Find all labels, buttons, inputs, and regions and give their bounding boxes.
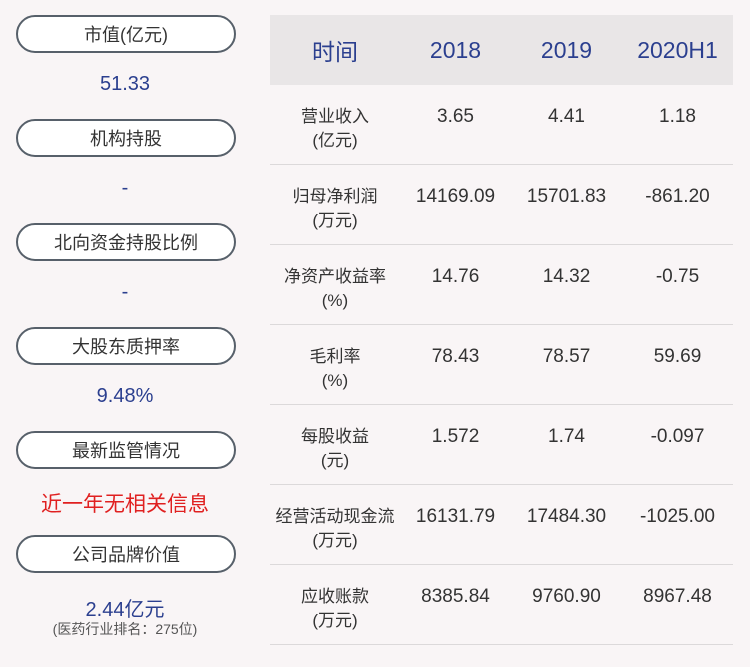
northbound-ratio-value: - <box>121 281 129 303</box>
brand-value-label: 公司品牌价值 <box>16 535 236 573</box>
table-cell: 1.74 <box>548 426 585 447</box>
table-cell: 78.57 <box>542 346 591 367</box>
row-label: 营业收入 (亿元) <box>301 107 369 150</box>
pledge-rate-value: 9.48% <box>96 385 154 407</box>
institutional-holding-label: 机构持股 <box>16 119 236 157</box>
row-label: 应收账款 (万元) <box>301 587 369 630</box>
table-cell: 1.18 <box>659 106 696 127</box>
table-row: 营业收入 (亿元) 3.65 4.41 1.18 <box>270 85 733 165</box>
pledge-rate-label: 大股东质押率 <box>16 327 236 365</box>
table-row: 应收账款 (万元) 8385.84 9760.90 8967.48 <box>270 565 733 645</box>
header-2019: 2019 <box>540 36 593 63</box>
table-cell: -0.75 <box>655 266 700 287</box>
table-cell: 78.43 <box>431 346 480 367</box>
regulatory-status-value: 近一年无相关信息 <box>41 493 209 516</box>
brand-value-value: 2.44亿元 <box>85 599 165 621</box>
institutional-holding-value: - <box>121 177 129 199</box>
table-cell: 16131.79 <box>415 506 496 527</box>
row-label: 经营活动现金流 (万元) <box>275 507 395 550</box>
header-2018: 2018 <box>429 36 482 63</box>
table-row: 净资产收益率 (%) 14.76 14.32 -0.75 <box>270 245 733 325</box>
table-cell: 8967.48 <box>643 586 712 607</box>
table-row: 每股收益 (元) 1.572 1.74 -0.097 <box>270 405 733 485</box>
table-cell: 17484.30 <box>526 506 607 527</box>
table-cell: 14.32 <box>542 266 591 287</box>
table-cell: 3.65 <box>437 106 474 127</box>
row-label: 毛利率 (%) <box>309 347 361 390</box>
table-cell: -861.20 <box>645 186 710 207</box>
table-cell: 15701.83 <box>526 186 607 207</box>
table-row: 归母净利润 (万元) 14169.09 15701.83 -861.20 <box>270 165 733 245</box>
header-2020h1: 2020H1 <box>637 36 718 63</box>
table-cell: 59.69 <box>653 346 702 367</box>
market-cap-label: 市值(亿元) <box>16 15 236 53</box>
table-header: 时间 2018 2019 2020H1 <box>270 15 733 85</box>
table-cell: 9760.90 <box>532 586 601 607</box>
table-row: 经营活动现金流 (万元) 16131.79 17484.30 -1025.00 <box>270 485 733 565</box>
left-panel: 市值(亿元) 51.33 机构持股 - 北向资金持股比例 - 大股东质押率 9.… <box>0 0 250 667</box>
table-row: 毛利率 (%) 78.43 78.57 59.69 <box>270 325 733 405</box>
northbound-ratio-label: 北向资金持股比例 <box>16 223 236 261</box>
table-cell: 4.41 <box>548 106 585 127</box>
table-cell: 8385.84 <box>421 586 490 607</box>
row-label: 归母净利润 (万元) <box>292 187 378 230</box>
table-cell: -0.097 <box>650 426 705 447</box>
header-period: 时间 <box>312 39 358 65</box>
regulatory-status-label: 最新监管情况 <box>16 431 236 469</box>
financial-table: 时间 2018 2019 2020H1 营业收入 (亿元) 3.65 4.41 1… <box>270 15 733 645</box>
table-cell: 14169.09 <box>415 186 496 207</box>
brand-rank-note: (医药行业排名：275位) <box>52 621 198 637</box>
table-cell: 14.76 <box>431 266 480 287</box>
row-label: 每股收益 (元) <box>301 427 369 470</box>
table-cell: -1025.00 <box>639 506 715 527</box>
market-cap-value: 51.33 <box>99 73 151 95</box>
table-cell: 1.572 <box>431 426 480 447</box>
row-label: 净资产收益率 (%) <box>284 267 386 310</box>
